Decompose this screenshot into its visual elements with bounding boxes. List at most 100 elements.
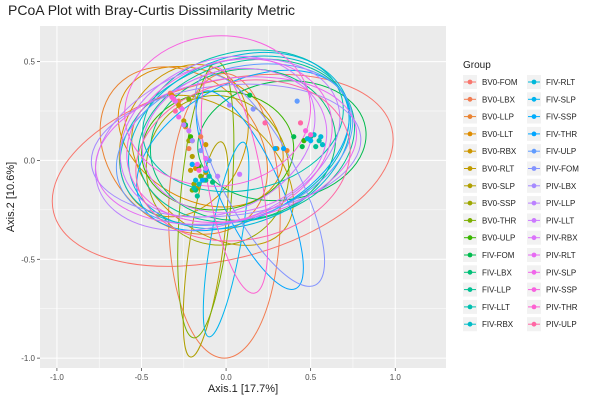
ellipse-bv0-slp	[182, 141, 229, 358]
point-fiv-llt	[191, 185, 197, 191]
y-tick-label: -0.5	[21, 255, 35, 264]
point-fiv-rbx	[196, 181, 202, 187]
point-fiv-llt	[316, 138, 322, 144]
point-piv-fom	[198, 147, 204, 154]
ellipse-piv-rlt	[95, 76, 358, 225]
point-bv0-rlt	[187, 167, 194, 173]
legend-label: BV0-RBX	[482, 147, 517, 156]
legend-key-point	[467, 218, 473, 223]
point-piv-rlt	[179, 106, 185, 112]
legend-item-fiv-fom: FIV-FOM	[463, 248, 515, 262]
y-axis-title: Axis.2 [10.6%]	[5, 162, 17, 232]
point-piv-slp	[194, 161, 200, 167]
legend-item-fiv-ulp: FIV-ULP	[527, 144, 576, 159]
legend-label: FIV-FOM	[482, 251, 515, 260]
point-fiv-llt	[206, 173, 212, 179]
legend-label: BV0-LLT	[482, 130, 513, 139]
point-piv-llt	[237, 171, 243, 177]
legend-item-bv0-ulp: BV0-ULP	[463, 230, 515, 245]
legend-label: PIV-LLP	[546, 199, 575, 208]
legend-title: Group	[463, 60, 491, 71]
ellipse-fiv-slp	[202, 141, 250, 338]
legend: Group BV0-FOM BV0-LBX BV0-LLP BV0-LLT BV0-RB…	[463, 60, 579, 332]
axis-ticks: -1.0 -0.5 0.0 0.5 1.0 -1.0 -0.5 0.0 0.5	[21, 58, 401, 382]
legend-label: PIV-SLP	[546, 268, 576, 277]
point-fiv-fom	[299, 143, 305, 150]
legend-key-point	[467, 321, 473, 327]
legend-key-point	[467, 79, 473, 85]
legend-item-piv-lbx: PIV-LBX	[527, 178, 577, 193]
point-fiv-fom	[291, 134, 297, 140]
legend-key-point	[467, 304, 473, 310]
legend-key-point	[531, 235, 537, 241]
legend-label: BV0-LBX	[482, 95, 516, 104]
point-piv-rbx	[203, 165, 209, 171]
point-fiv-ssp	[272, 145, 278, 152]
legend-item-piv-llp: PIV-LLP	[527, 196, 575, 211]
legend-key-point	[531, 321, 537, 327]
ellipse-piv-lbx	[90, 83, 362, 218]
legend-label: FIV-RLT	[546, 78, 575, 87]
legend-label: BV0-FOM	[482, 78, 518, 87]
legend-label: FIV-SSP	[546, 113, 577, 122]
legend-key-point	[467, 114, 473, 119]
point-bv0-rlt	[181, 118, 187, 124]
point-piv-ulp	[262, 120, 268, 126]
legend-item-fiv-thr: FIV-THR	[527, 126, 577, 141]
ellipse-piv-ulp	[135, 79, 351, 242]
legend-item-bv0-llt: BV0-LLT	[463, 126, 513, 141]
legend-label: FIV-LBX	[482, 268, 512, 277]
legend-key-point	[467, 183, 473, 189]
point-piv-rlt	[203, 155, 209, 162]
point-piv-thr	[169, 94, 175, 100]
point-piv-lbx	[226, 102, 233, 108]
legend-item-piv-rbx: PIV-RBX	[527, 230, 578, 245]
legend-key-point	[467, 131, 473, 137]
legend-label: BV0-SSP	[482, 199, 516, 208]
legend-label: PIV-FOM	[546, 165, 579, 174]
point-fiv-rlt	[193, 177, 199, 183]
legend-key-point	[467, 252, 473, 258]
point-fiv-fom	[247, 92, 253, 98]
point-piv-llp	[215, 173, 221, 179]
legend-item-fiv-rlt: FIV-RLT	[527, 75, 575, 89]
legend-label: BV0-SLP	[482, 182, 515, 191]
legend-item-bv0-rlt: BV0-RLT	[463, 161, 514, 176]
legend-key-point	[531, 114, 537, 119]
ellipse-bv0-llp	[99, 66, 268, 235]
x-tick-label: 1.0	[390, 373, 402, 382]
ellipse-piv-slp	[126, 58, 333, 224]
point-bv0-thr	[198, 173, 204, 179]
legend-item-fiv-lbx: FIV-LBX	[463, 265, 512, 280]
legend-label: PIV-ULP	[546, 320, 577, 329]
point-bv0-thr	[186, 96, 192, 102]
point-piv-fom	[250, 106, 256, 112]
legend-item-fiv-ssp: FIV-SSP	[527, 109, 577, 124]
legend-item-piv-thr: PIV-THR	[527, 299, 578, 314]
legend-item-bv0-thr: BV0-THR	[463, 213, 516, 228]
point-fiv-lbx	[209, 179, 216, 185]
legend-key-point	[467, 96, 473, 102]
point-piv-llp	[181, 122, 187, 128]
ellipse-fiv-llt	[142, 49, 344, 193]
ellipse-piv-rbx	[141, 67, 328, 214]
legend-label: FIV-ULP	[546, 147, 576, 156]
legend-item-bv0-llp: BV0-LLP	[463, 109, 514, 124]
legend-key-point	[467, 166, 473, 171]
point-bv0-lbx	[198, 134, 204, 140]
legend-label: FIV-SLP	[546, 95, 576, 104]
point-bv0-rbx	[203, 142, 209, 148]
y-tick-label: -1.0	[21, 354, 35, 363]
x-tick-label: -1.0	[50, 373, 64, 382]
point-bv0-slp	[189, 153, 195, 160]
point-piv-ssp	[302, 128, 309, 134]
legend-label: FIV-LLT	[482, 303, 510, 312]
legend-label: PIV-LBX	[546, 182, 577, 191]
legend-key-point	[467, 200, 473, 206]
legend-key-point	[531, 148, 537, 154]
point-fiv-ulp	[294, 98, 300, 104]
legend-label: PIV-LLT	[546, 216, 574, 225]
data-points	[167, 90, 326, 199]
legend-key-point	[467, 148, 473, 154]
legend-label: BV0-LLP	[482, 113, 514, 122]
